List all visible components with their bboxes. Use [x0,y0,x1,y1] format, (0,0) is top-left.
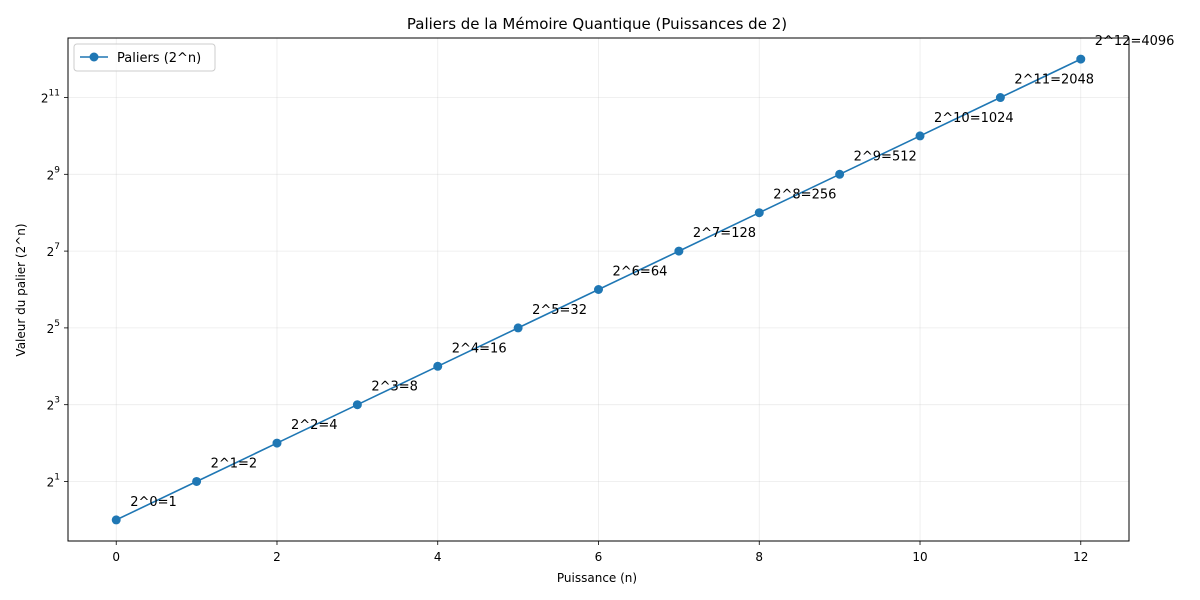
data-annotation: 2^0=1 [130,495,177,510]
data-point [915,131,925,141]
grid [68,38,1129,541]
legend-label: Paliers (2^n) [117,51,201,66]
data-annotation: 2^4=16 [452,341,507,356]
data-point [995,93,1005,103]
x-axis-label: Puissance (n) [557,571,637,585]
y-tick-label: 21 [47,472,60,489]
data-point [111,515,121,525]
y-tick-label: 25 [47,319,60,336]
series-layer [111,54,1086,525]
data-annotation: 2^9=512 [854,149,917,164]
data-annotation: 2^7=128 [693,226,756,241]
legend-marker [89,52,99,62]
legend: Paliers (2^n) [73,43,216,72]
x-tick-label: 4 [434,550,442,564]
x-tick-label: 10 [912,550,927,564]
data-point [433,361,443,371]
data-point [754,208,764,218]
x-tick-label: 2 [273,550,281,564]
data-annotation: 2^5=32 [532,303,587,318]
y-axis-label: Valeur du palier (2^n) [14,223,28,356]
data-annotation: 2^12=4096 [1095,34,1175,49]
data-annotation: 2^6=64 [613,265,668,280]
data-annotation: 2^11=2048 [1014,73,1094,88]
y-tick-label: 29 [47,165,61,182]
data-point [352,400,362,410]
data-point [513,323,523,333]
data-point [594,285,603,294]
data-annotation: 2^8=256 [773,188,836,203]
x-tick-label: 8 [755,550,763,564]
data-point [835,169,845,179]
x-tick-label: 0 [112,550,120,564]
y-tick-label: 27 [47,242,60,259]
data-annotation: 2^10=1024 [934,111,1014,126]
x-tick-label: 6 [595,550,603,564]
chart-title: Paliers de la Mémoire Quantique (Puissan… [407,15,787,33]
data-annotation: 2^3=8 [371,380,418,395]
legend-box [73,43,216,72]
x-axis: 0 2 4 6 8 10 12 [112,541,1088,564]
data-annotation: 2^1=2 [211,456,258,471]
data-point [272,438,282,448]
data-point [192,476,202,486]
y-axis: 21 23 25 27 29 211 [41,89,68,489]
data-annotation: 2^2=4 [291,418,338,433]
data-point [1076,54,1086,64]
y-tick-label: 211 [41,89,60,106]
data-point [674,246,684,256]
y-tick-label: 23 [47,396,60,413]
x-tick-label: 12 [1073,550,1088,564]
